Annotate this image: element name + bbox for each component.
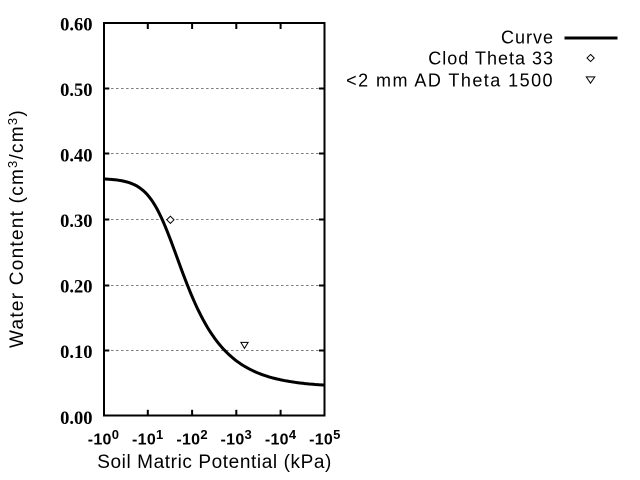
svg-text:<2 mm AD Theta 1500: <2 mm AD Theta 1500 [346,70,554,90]
svg-text:-101: -101 [132,427,164,449]
svg-text:-105: -105 [309,427,341,449]
svg-text:Water Content (cm3/cm3): Water Content (cm3/cm3) [5,109,28,348]
svg-text:0.40: 0.40 [60,147,92,167]
svg-text:Soil Matric Potential (kPa): Soil Matric Potential (kPa) [97,452,332,473]
svg-text:0.30: 0.30 [60,212,92,232]
svg-text:0.10: 0.10 [60,343,92,363]
svg-text:0.50: 0.50 [60,81,92,101]
svg-text:Clod Theta 33: Clod Theta 33 [428,49,554,69]
svg-text:Curve: Curve [501,28,554,48]
svg-text:0.60: 0.60 [60,15,92,35]
svg-text:0.20: 0.20 [60,278,92,298]
svg-text:-100: -100 [88,427,120,449]
svg-text:-103: -103 [221,427,253,449]
svg-text:0.00: 0.00 [60,409,92,429]
svg-text:-102: -102 [176,427,208,449]
svg-text:-104: -104 [265,427,297,449]
